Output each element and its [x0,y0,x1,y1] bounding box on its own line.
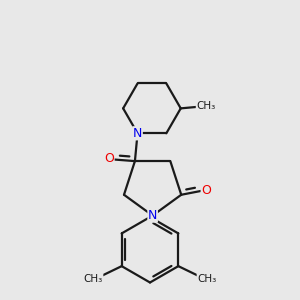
Text: O: O [104,152,114,165]
Text: CH₃: CH₃ [84,274,103,284]
Text: N: N [133,127,142,140]
Text: CH₃: CH₃ [197,274,216,284]
Text: O: O [201,184,211,197]
Text: CH₃: CH₃ [196,101,215,111]
Text: N: N [148,209,157,222]
